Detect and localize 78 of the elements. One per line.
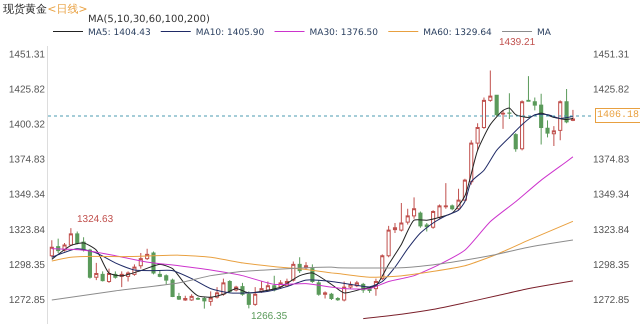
y-tick-label: 1400.32	[8, 120, 46, 131]
candlestick	[507, 92, 512, 120]
candlestick	[170, 278, 175, 298]
ref-line-label: 1406.18	[597, 110, 640, 121]
y-tick-label: 1349.34	[8, 190, 46, 201]
candlestick	[520, 100, 524, 151]
y-tick-label: 1323.84	[8, 224, 46, 236]
chart-subtitle: <日线>	[47, 2, 88, 16]
y2-tick-label: 1451.31	[593, 49, 630, 60]
candlestick	[482, 96, 486, 130]
candlestick	[392, 222, 398, 234]
y2-tick-label: 1272.85	[593, 294, 630, 306]
candlestick	[399, 202, 404, 232]
candlestick	[88, 248, 92, 280]
candlestick	[514, 132, 518, 152]
text: MA(5,10,30,60,100,200)	[88, 14, 210, 25]
candlestick	[444, 182, 448, 210]
candlestick	[106, 268, 112, 284]
candlestick	[450, 204, 454, 211]
line-series	[362, 280, 574, 320]
candlestick	[202, 296, 206, 310]
candlestick	[488, 70, 492, 102]
candlestick	[418, 211, 422, 228]
candlestick	[138, 252, 143, 270]
candlestick	[558, 100, 562, 141]
candlestick	[176, 292, 181, 301]
candlestick	[158, 270, 162, 278]
candlestick	[570, 109, 575, 122]
annotation: 1266.35	[251, 311, 288, 322]
candlestick	[424, 222, 429, 232]
candlestick	[190, 294, 194, 302]
candlestick	[246, 290, 251, 309]
y2-tick-label: 1374.83	[593, 154, 630, 166]
candlestick	[164, 274, 168, 285]
legend-label: MA5: 1404.43	[88, 28, 151, 38]
legend-label: MA60: 1329.64	[423, 28, 492, 38]
legend-label: MA10: 1405.90	[196, 28, 265, 38]
y-tick-label: 1272.85	[8, 294, 46, 306]
candlestick	[316, 280, 321, 296]
candlestick	[500, 110, 506, 130]
annotation: 1324.63	[77, 214, 114, 225]
candlestick	[208, 290, 213, 306]
line-series	[51, 220, 574, 278]
y2-tick-label: 1323.84	[593, 224, 630, 236]
candlestick	[323, 290, 328, 300]
candlestick	[100, 270, 105, 282]
y2-tick-label: 1425.82	[593, 84, 630, 96]
candlestick	[552, 126, 556, 147]
candlestick	[494, 94, 499, 117]
y-tick-label: 1374.83	[8, 154, 46, 166]
candlestick	[228, 280, 232, 294]
candlestick	[183, 295, 188, 302]
candlestick	[476, 122, 480, 151]
candlestick	[545, 120, 550, 138]
legend-label: MA	[537, 28, 552, 38]
candlestick	[412, 196, 416, 220]
candlestick	[68, 228, 73, 246]
candlestick	[532, 96, 537, 111]
candlestick	[386, 225, 391, 258]
annotation: 1439.21	[499, 37, 536, 48]
y2-tick-label: 1349.34	[593, 190, 630, 201]
candlestick	[50, 240, 54, 258]
y2-tick-label: 1298.35	[593, 260, 630, 271]
candlestick	[253, 286, 258, 306]
legend-label: MA30: 1376.50	[310, 28, 378, 38]
candlestick	[75, 231, 80, 245]
candlestick	[406, 208, 410, 225]
candlestick	[336, 296, 340, 302]
candlestick	[526, 76, 531, 102]
y-tick-label: 1425.82	[8, 84, 46, 96]
line-series	[51, 240, 574, 301]
candlestick	[196, 296, 200, 301]
y-tick-label: 1451.31	[8, 49, 46, 60]
candlestick	[329, 292, 334, 301]
y-tick-label: 1298.35	[8, 260, 46, 271]
line-series	[51, 156, 574, 290]
candlestick	[94, 262, 98, 281]
candlestick	[539, 93, 544, 146]
